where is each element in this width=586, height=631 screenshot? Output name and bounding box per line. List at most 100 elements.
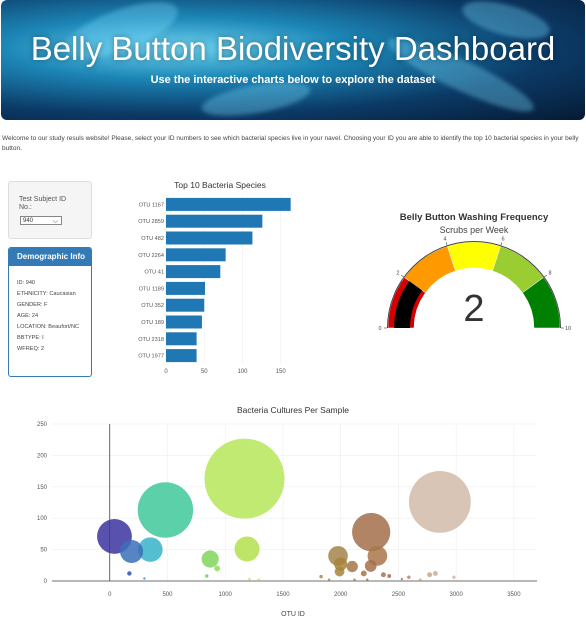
bubble bbox=[452, 575, 456, 579]
bar-y-tick-label: OTU 1189 bbox=[139, 286, 164, 292]
bar bbox=[166, 298, 205, 312]
gauge-tick-label: 4 bbox=[443, 237, 446, 243]
bar-x-tick-label: 100 bbox=[237, 369, 248, 375]
subject-id-select[interactable]: 940 ⌵ bbox=[20, 216, 62, 225]
gauge-value-bar bbox=[394, 280, 423, 328]
gauge-tick-label: 6 bbox=[502, 237, 505, 243]
bubble bbox=[353, 578, 356, 581]
bubble-x-tick-label: 1500 bbox=[276, 592, 290, 598]
demo-line: BBTYPE: I bbox=[17, 335, 44, 341]
bubble-x-tick-label: 2500 bbox=[392, 592, 406, 598]
bar-y-tick-label: OTU 2264 bbox=[138, 253, 164, 259]
bubble bbox=[352, 512, 391, 552]
bubble bbox=[432, 571, 438, 576]
gauge-tick bbox=[544, 274, 547, 278]
bubble bbox=[205, 574, 209, 578]
intro-text: Welcome to our study resuls website! Ple… bbox=[2, 135, 579, 152]
bar-y-tick-label: OTU 352 bbox=[141, 303, 164, 309]
gauge-band bbox=[387, 277, 426, 329]
bar-x-tick-label: 0 bbox=[164, 369, 168, 375]
bubble bbox=[346, 560, 358, 573]
bubble-y-tick-label: 50 bbox=[40, 548, 47, 554]
gauge-band bbox=[447, 241, 501, 272]
bubble bbox=[334, 566, 345, 577]
demo-line: AGE: 24 bbox=[17, 313, 39, 319]
demo-line: ETHNICITY: Caucasian bbox=[17, 291, 76, 297]
bubble bbox=[127, 571, 132, 576]
bubble bbox=[360, 570, 367, 577]
bar bbox=[166, 265, 221, 279]
bar bbox=[166, 231, 253, 245]
bar bbox=[166, 214, 263, 228]
demo-line: GENDER: F bbox=[17, 302, 48, 308]
bar-y-tick-label: OTU 2859 bbox=[138, 219, 164, 225]
bubble bbox=[408, 470, 471, 533]
bubble-x-tick-label: 1000 bbox=[219, 592, 233, 598]
bubble-y-tick-label: 100 bbox=[37, 516, 48, 522]
demo-line: ID: 940 bbox=[17, 280, 36, 286]
gauge-band bbox=[522, 277, 561, 329]
bubble-chart-title: Bacteria Cultures Per Sample bbox=[237, 405, 349, 415]
bubble bbox=[214, 565, 221, 572]
bubble bbox=[419, 578, 422, 581]
subject-id-value: 940 bbox=[23, 218, 34, 224]
bubble-x-tick-label: 3000 bbox=[449, 592, 463, 598]
gauge-value-label: 2 bbox=[463, 288, 484, 330]
subject-id-label: Test Subject ID No.: bbox=[19, 196, 67, 211]
bubble bbox=[364, 560, 377, 572]
bubble bbox=[366, 578, 369, 581]
bubble-x-axis-label: OTU ID bbox=[281, 611, 305, 618]
bar-y-tick-label: OTU 1977 bbox=[138, 354, 164, 360]
bubble bbox=[248, 577, 251, 581]
bubble bbox=[387, 574, 392, 578]
gauge-band bbox=[404, 245, 456, 294]
page-subtitle: Use the interactive charts below to expl… bbox=[150, 74, 436, 86]
bubble bbox=[327, 578, 331, 581]
demo-line: LOCATION: Beaufort/NC bbox=[17, 324, 80, 330]
gauge-tick bbox=[401, 274, 404, 278]
bubble bbox=[427, 572, 433, 578]
demographic-panel: Demographic Info ID: 940 ETHNICITY: Cauc… bbox=[8, 247, 92, 377]
bar bbox=[166, 349, 197, 363]
bubble-y-tick-label: 150 bbox=[37, 485, 48, 491]
bubble-y-tick-label: 0 bbox=[44, 579, 48, 585]
bubble-x-tick-label: 3500 bbox=[507, 592, 521, 598]
bubble bbox=[201, 550, 219, 568]
bubble bbox=[334, 557, 348, 571]
gauge-tick-label: 10 bbox=[565, 326, 571, 332]
bubble bbox=[120, 539, 144, 564]
bubble-x-tick-label: 2000 bbox=[334, 592, 348, 598]
gauge-tick bbox=[445, 242, 448, 246]
demo-line: WFREQ: 2 bbox=[17, 346, 45, 352]
bubble bbox=[143, 577, 146, 580]
gauge-subtitle: Scrubs per Week bbox=[440, 225, 509, 235]
bubble bbox=[328, 546, 348, 566]
bubble-y-tick-label: 200 bbox=[37, 453, 48, 459]
header-banner: Belly Button Biodiversity Dashboard Use … bbox=[1, 0, 585, 120]
bar bbox=[166, 197, 291, 211]
demographic-info-list: ID: 940 ETHNICITY: Caucasian GENDER: F A… bbox=[9, 266, 91, 355]
bubble bbox=[204, 438, 285, 519]
bubble bbox=[138, 537, 163, 562]
bubble bbox=[367, 546, 388, 566]
bubble bbox=[380, 572, 386, 578]
bar-y-tick-label: OTU 482 bbox=[141, 236, 164, 242]
bar bbox=[166, 315, 202, 329]
gauge-tick bbox=[500, 242, 503, 246]
bar-y-tick-label: OTU 41 bbox=[144, 270, 164, 276]
bubble bbox=[407, 575, 411, 579]
bubble-x-tick-label: 500 bbox=[162, 592, 173, 598]
bubble bbox=[400, 577, 404, 581]
gauge-tick-label: 2 bbox=[396, 271, 399, 277]
bubble bbox=[234, 536, 260, 562]
bar-y-tick-label: OTU 1167 bbox=[139, 202, 164, 208]
bar-x-tick-label: 150 bbox=[276, 369, 287, 375]
gauge-band bbox=[492, 245, 544, 294]
bar-x-tick-label: 50 bbox=[201, 369, 208, 375]
bar-y-tick-label: OTU 189 bbox=[141, 320, 164, 326]
bubble bbox=[97, 518, 132, 554]
subject-selector-panel: Test Subject ID No.: 940 ⌵ bbox=[8, 181, 92, 239]
chevron-down-icon: ⌵ bbox=[52, 218, 58, 225]
gauge-tick-label: 8 bbox=[549, 271, 552, 277]
gauge-tick-label: 0 bbox=[378, 326, 381, 332]
